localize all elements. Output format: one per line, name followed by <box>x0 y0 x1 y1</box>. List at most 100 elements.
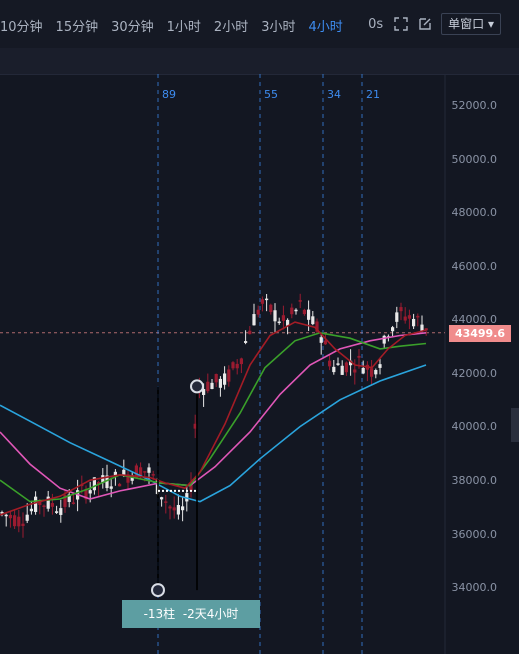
candle-body <box>252 314 256 326</box>
candle-body <box>244 341 248 343</box>
candle-body <box>126 474 130 483</box>
candle-body <box>378 364 382 368</box>
price-axis-label: 42000.0 <box>451 367 498 380</box>
candle-body <box>248 330 252 335</box>
candle-body <box>13 515 17 527</box>
price-axis-label: 48000.0 <box>451 206 498 219</box>
candle-body <box>168 506 172 509</box>
interval-15m[interactable]: 15分钟 <box>55 20 99 35</box>
toolbar-right: 0s 单窗口 ▾ <box>368 13 501 35</box>
price-axis-label: 44000.0 <box>451 313 498 326</box>
candle-body <box>315 321 319 332</box>
candle-body <box>63 495 67 507</box>
candle-body <box>382 335 386 344</box>
candle-body <box>290 307 294 315</box>
price-axis-label: 34000.0 <box>451 581 498 594</box>
measure-duration: -2天4小时 <box>182 607 239 621</box>
sub-toolbar <box>0 48 519 75</box>
ma-long-line <box>0 364 427 503</box>
price-axis-label: 38000.0 <box>451 474 498 487</box>
candle-body <box>332 366 336 373</box>
candle-body <box>302 309 306 315</box>
candle-body <box>328 360 332 367</box>
candle-body <box>206 381 210 392</box>
candle-body <box>340 365 344 375</box>
popout-icon[interactable] <box>417 16 433 32</box>
candle-body <box>218 378 222 388</box>
candle-body <box>122 469 126 476</box>
candle-body <box>361 367 365 374</box>
candle-body <box>235 363 239 369</box>
price-axis-label: 52000.0 <box>451 99 498 112</box>
candle-body <box>147 467 151 473</box>
candle-body <box>46 496 50 509</box>
candle-body <box>181 506 185 511</box>
fullscreen-icon[interactable] <box>393 16 409 32</box>
candle-body <box>84 489 88 500</box>
candle-body <box>134 465 138 478</box>
candle-body <box>286 319 290 326</box>
measure-handle-end <box>190 379 204 394</box>
candle-body <box>227 369 231 382</box>
candle-body <box>353 369 357 373</box>
candle-body <box>101 475 105 483</box>
candle-body <box>294 309 298 312</box>
candle-body <box>92 477 96 491</box>
candle-body <box>109 486 113 489</box>
interval-3h[interactable]: 3小时 <box>261 20 296 35</box>
candle-body <box>4 514 8 517</box>
candle-body <box>34 496 38 512</box>
candle-body <box>21 523 25 527</box>
ma-mid-line <box>0 331 427 503</box>
candle-body <box>176 504 180 515</box>
interval-30m[interactable]: 30分钟 <box>111 20 154 35</box>
candle-body <box>67 494 71 502</box>
candle-body <box>336 363 340 365</box>
toolbar: 10分钟 15分钟 30分钟 1小时 2小时 3小时 4小时 0s 单窗口 ▾ <box>0 0 519 48</box>
fib-cycle-label-55: 55 <box>264 88 278 101</box>
candle-body <box>323 340 327 345</box>
fib-cycle-label-34: 34 <box>327 88 341 101</box>
fib-cycle-label-21: 21 <box>366 88 380 101</box>
current-price-tag: 43499.6 <box>449 325 511 342</box>
candle-body <box>344 362 348 373</box>
candle-body <box>357 355 361 358</box>
candle-body <box>370 368 374 377</box>
candle-body <box>265 298 269 301</box>
candle-body <box>151 474 155 476</box>
candle-body <box>0 512 4 514</box>
measure-bars: -13柱 <box>143 607 176 621</box>
candle-body <box>277 321 281 324</box>
candle-body <box>25 514 29 521</box>
candle-body <box>395 312 399 322</box>
fib-cycle-label-89: 89 <box>162 88 176 101</box>
candle-body <box>214 373 218 383</box>
candle-body <box>202 389 206 395</box>
price-axis-label: 50000.0 <box>451 153 498 166</box>
candle-body <box>29 508 33 512</box>
measure-handle-start <box>151 583 165 598</box>
candle-body <box>349 360 353 366</box>
candle-body <box>172 507 176 511</box>
candle-body <box>231 362 235 369</box>
candle-body <box>50 503 54 507</box>
chevron-down-icon: ▾ <box>484 17 494 31</box>
candle-body <box>164 501 168 503</box>
price-axis-label: 40000.0 <box>451 420 498 433</box>
interval-10m[interactable]: 10分钟 <box>0 20 43 35</box>
candle-body <box>298 300 302 302</box>
price-chart[interactable] <box>0 74 519 654</box>
candle-body <box>193 423 197 429</box>
interval-1h[interactable]: 1小时 <box>166 20 201 35</box>
candle-body <box>97 482 101 485</box>
interval-4h[interactable]: 4小时 <box>308 20 343 35</box>
window-mode-dropdown[interactable]: 单窗口 ▾ <box>441 13 501 35</box>
measure-label: -13柱 -2天4小时 <box>122 600 260 628</box>
candle-body <box>281 315 285 321</box>
interval-2h[interactable]: 2小时 <box>213 20 249 35</box>
candle-body <box>55 511 59 513</box>
candle-body <box>139 467 143 478</box>
candle-body <box>160 497 164 500</box>
panel-resize-handle[interactable] <box>511 408 519 442</box>
candle-body <box>38 500 42 506</box>
